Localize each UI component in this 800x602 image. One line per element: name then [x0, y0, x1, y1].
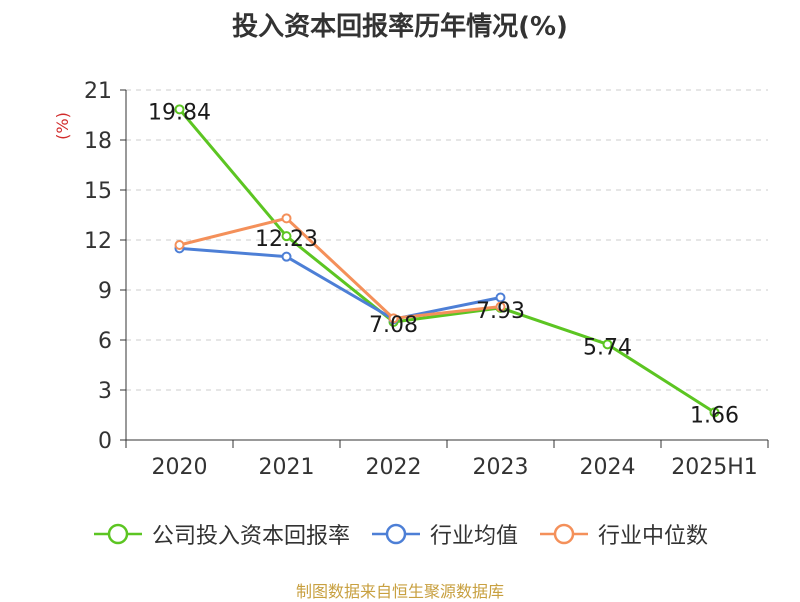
data-label: 7.93 — [476, 299, 525, 324]
data-label: 19.84 — [148, 100, 211, 125]
data-point — [281, 251, 292, 262]
legend-label: 行业中位数 — [598, 524, 709, 549]
y-tick-label: 6 — [98, 329, 112, 354]
x-tick-label: 2024 — [580, 455, 636, 480]
x-tick-label: 2020 — [152, 455, 208, 480]
source-note: 制图数据来自恒生聚源数据库 — [295, 582, 504, 601]
data-label: 5.74 — [583, 335, 632, 360]
legend-marker-icon — [371, 523, 420, 545]
series-line — [179, 216, 501, 320]
y-tick-label: 12 — [84, 229, 112, 254]
data-point — [388, 313, 399, 324]
y-tick-label: 3 — [98, 379, 112, 404]
x-tick-label: 2021 — [259, 455, 315, 480]
data-point — [709, 407, 720, 418]
data-point — [174, 104, 185, 115]
data-labels: 19.84 12.23 7.08 7.93 5.74 1.66 — [148, 100, 739, 428]
x-tick-label: 2023 — [473, 455, 529, 480]
legend-label: 行业均值 — [429, 524, 518, 549]
x-tick-label: 2025H1 — [671, 455, 758, 480]
data-label: 7.08 — [369, 313, 418, 338]
legend-label: 公司投入资本回报率 — [151, 524, 350, 549]
legend-item[interactable]: 行业均值 — [370, 518, 518, 550]
legend-marker-icon — [93, 523, 142, 545]
y-tick-label: 9 — [98, 279, 112, 304]
data-point — [495, 292, 506, 303]
y-tick-label: 0 — [98, 429, 112, 454]
y-tick-label: 18 — [84, 129, 112, 154]
data-point — [495, 301, 506, 312]
grid-lines — [126, 89, 768, 391]
y-axis-label: (%) — [53, 112, 72, 140]
data-point — [174, 240, 185, 250]
legend: 公司投入资本回报率 行业均值 行业中位数 — [0, 518, 800, 550]
chart-title: 投入资本回报率历年情况(%) — [232, 12, 568, 42]
y-tick-label: 15 — [84, 179, 112, 204]
x-tick-label: 2022 — [366, 455, 422, 480]
legend-item[interactable]: 公司投入资本回报率 — [92, 518, 350, 550]
legend-marker-icon — [540, 523, 588, 545]
data-point — [281, 231, 292, 242]
series-line — [179, 246, 501, 321]
axes: 0 3 6 9 12 15 18 21 2020 2021 2022 2023 2024 2025H1 — [84, 79, 769, 480]
legend-item[interactable]: 行业中位数 — [538, 518, 708, 550]
data-label: 1.66 — [690, 403, 739, 428]
series-line — [178, 108, 716, 414]
series-lines — [174, 104, 720, 418]
data-label: 12.23 — [255, 227, 318, 252]
data-point — [602, 339, 613, 350]
y-tick-label: 21 — [84, 79, 112, 104]
data-point — [281, 213, 292, 224]
